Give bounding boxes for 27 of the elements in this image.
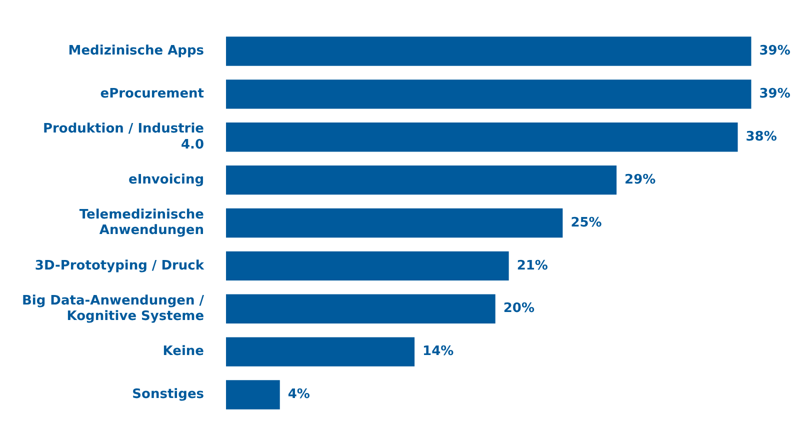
data-label: 39% (759, 44, 790, 59)
data-label: 29% (624, 172, 656, 188)
data-label: 14% (422, 344, 454, 360)
bar (226, 122, 738, 152)
y-tick-label: Medizinische Apps (68, 44, 204, 59)
bar (226, 80, 752, 109)
data-label: 4% (288, 387, 310, 402)
data-label: 39% (759, 86, 790, 102)
data-label: 25% (570, 215, 602, 230)
y-tick-label: Produktion / Industrie 4.0 (42, 122, 204, 152)
bar (226, 36, 752, 66)
y-tick-label: eInvoicing (128, 172, 204, 188)
data-label: 20% (503, 301, 534, 316)
y-tick-label: Keine (162, 344, 204, 360)
bar (226, 294, 496, 324)
bar (226, 208, 563, 238)
bar (226, 380, 280, 410)
bar (226, 337, 415, 366)
y-tick-label: Telemedizinische Anwendungen (79, 208, 204, 238)
y-tick-label: Big Data-Anwendungen / Kognitive Systeme (22, 293, 204, 324)
data-label: 21% (516, 258, 548, 274)
bar (226, 165, 617, 195)
bar (226, 251, 509, 281)
y-tick-label: 3D-Prototyping / Druck (34, 258, 204, 274)
y-tick-label: eProcurement (100, 86, 204, 102)
data-label: 38% (746, 130, 777, 145)
y-tick-label: Sonstiges (132, 387, 204, 402)
